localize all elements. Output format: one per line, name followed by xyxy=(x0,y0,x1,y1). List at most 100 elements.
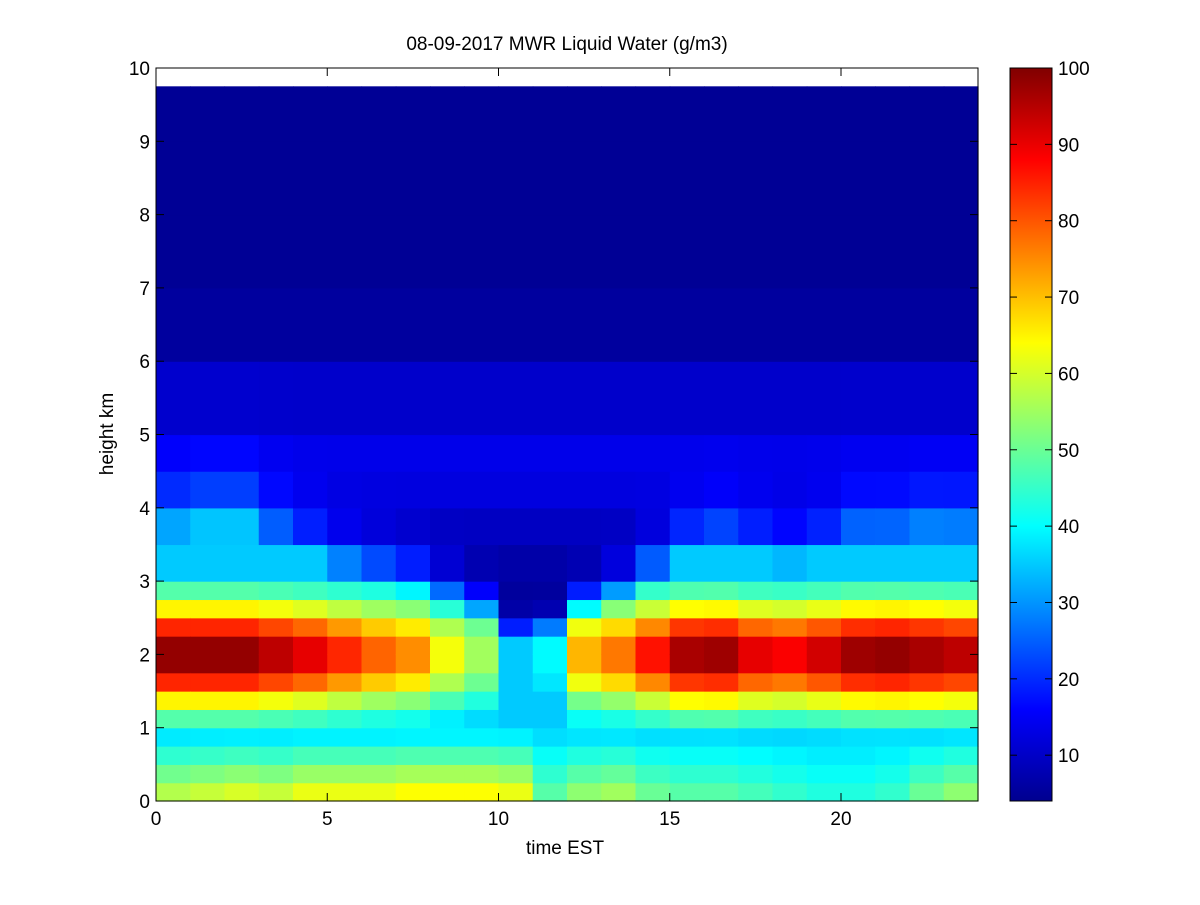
y-tick-label: 4 xyxy=(139,499,150,520)
heatmap-cell xyxy=(430,617,465,637)
heatmap-cell xyxy=(532,654,568,674)
heatmap-cell xyxy=(430,654,465,674)
heatmap-cell xyxy=(806,86,842,142)
heatmap-cell xyxy=(943,599,979,619)
heatmap-cell xyxy=(395,86,431,142)
heatmap-cell xyxy=(532,746,568,765)
heatmap-cell xyxy=(738,287,774,362)
heatmap-cell xyxy=(635,287,671,362)
heatmap-cell xyxy=(772,544,808,582)
colorbar-tick-label: 80 xyxy=(1058,212,1079,233)
heatmap-cell xyxy=(395,764,431,784)
heatmap-cell xyxy=(293,141,328,216)
heatmap-cell xyxy=(327,434,363,472)
heatmap-cell xyxy=(567,617,602,637)
heatmap-cell xyxy=(669,746,705,765)
heatmap-cell xyxy=(395,214,431,289)
heatmap-cell xyxy=(909,581,945,601)
heatmap-cell xyxy=(772,214,808,289)
heatmap-cell xyxy=(909,746,945,765)
heatmap-cell xyxy=(293,214,328,289)
heatmap-cell xyxy=(806,287,842,362)
heatmap-cell xyxy=(293,361,328,436)
heatmap-cell xyxy=(601,636,637,655)
heatmap-cell xyxy=(841,672,876,692)
heatmap-cell xyxy=(464,709,500,729)
heatmap-cell xyxy=(156,471,191,509)
heatmap-cell xyxy=(841,434,876,472)
heatmap-cell xyxy=(806,581,842,601)
heatmap-cell xyxy=(395,691,431,710)
heatmap-cell xyxy=(806,636,842,655)
y-tick-label: 1 xyxy=(139,719,150,740)
heatmap-cell xyxy=(567,746,602,765)
x-tick-label: 15 xyxy=(659,809,680,830)
heatmap-cell xyxy=(498,141,534,216)
heatmap-cell xyxy=(395,361,431,436)
heatmap-cell xyxy=(669,672,705,692)
heatmap-cell xyxy=(567,636,602,655)
heatmap-cell xyxy=(224,727,260,747)
heatmap-cell xyxy=(567,471,602,509)
heatmap-cell xyxy=(532,709,568,729)
heatmap-cell xyxy=(772,691,808,710)
heatmap-cell xyxy=(909,141,945,216)
heatmap-cell xyxy=(258,599,294,619)
heatmap-cell xyxy=(806,471,842,509)
heatmap-cell xyxy=(361,764,397,784)
heatmap-cell xyxy=(395,727,431,747)
heatmap-cell xyxy=(772,599,808,619)
colorbar-ticks: 10 20 30 40 50 60 70 80 90 100 xyxy=(1010,59,1090,767)
heatmap-cell xyxy=(601,434,637,472)
heatmap-cell xyxy=(464,636,500,655)
heatmap-cell xyxy=(567,507,602,546)
heatmap-cell xyxy=(258,86,294,142)
heatmap-cell xyxy=(190,654,226,674)
heatmap-cell xyxy=(943,727,979,747)
heatmap-cell xyxy=(293,434,328,472)
heatmap-cell xyxy=(772,764,808,784)
heatmap-cell xyxy=(464,434,500,472)
heatmap-cell xyxy=(190,727,226,747)
heatmap-cell xyxy=(806,617,842,637)
heatmap-cell xyxy=(909,764,945,784)
x-tick-label: 20 xyxy=(830,809,851,830)
heatmap-cell xyxy=(293,86,328,142)
heatmap-cell xyxy=(190,709,226,729)
heatmap-cells xyxy=(156,86,979,802)
heatmap-cell xyxy=(464,287,500,362)
heatmap-cell xyxy=(293,782,328,802)
heatmap-cell xyxy=(875,507,911,546)
heatmap-cell xyxy=(361,544,397,582)
heatmap-cell xyxy=(943,746,979,765)
heatmap-cell xyxy=(635,434,671,472)
heatmap-cell xyxy=(224,672,260,692)
heatmap-cell xyxy=(224,636,260,655)
heatmap-cell xyxy=(841,507,876,546)
heatmap-cell xyxy=(156,141,191,216)
heatmap-cell xyxy=(464,581,500,601)
heatmap-cell xyxy=(567,654,602,674)
heatmap-cell xyxy=(601,141,637,216)
heatmap-cell xyxy=(738,214,774,289)
heatmap-cell xyxy=(361,599,397,619)
heatmap-cell xyxy=(361,654,397,674)
heatmap-cell xyxy=(224,361,260,436)
heatmap-cell xyxy=(430,581,465,601)
heatmap-cell xyxy=(190,672,226,692)
heatmap-cell xyxy=(293,507,328,546)
heatmap-cell xyxy=(841,214,876,289)
x-axis: 0 5 10 15 20 xyxy=(151,68,852,830)
heatmap-cell xyxy=(464,471,500,509)
heatmap-cell xyxy=(532,782,568,802)
heatmap-cell xyxy=(498,544,534,582)
heatmap-cell xyxy=(738,141,774,216)
y-tick-label: 2 xyxy=(139,645,150,666)
heatmap-cell xyxy=(156,581,191,601)
heatmap-cell xyxy=(704,507,739,546)
heatmap-cell xyxy=(601,782,637,802)
heatmap-cell xyxy=(909,287,945,362)
heatmap-cell xyxy=(841,746,876,765)
heatmap-cell xyxy=(224,617,260,637)
heatmap-cell xyxy=(532,617,568,637)
